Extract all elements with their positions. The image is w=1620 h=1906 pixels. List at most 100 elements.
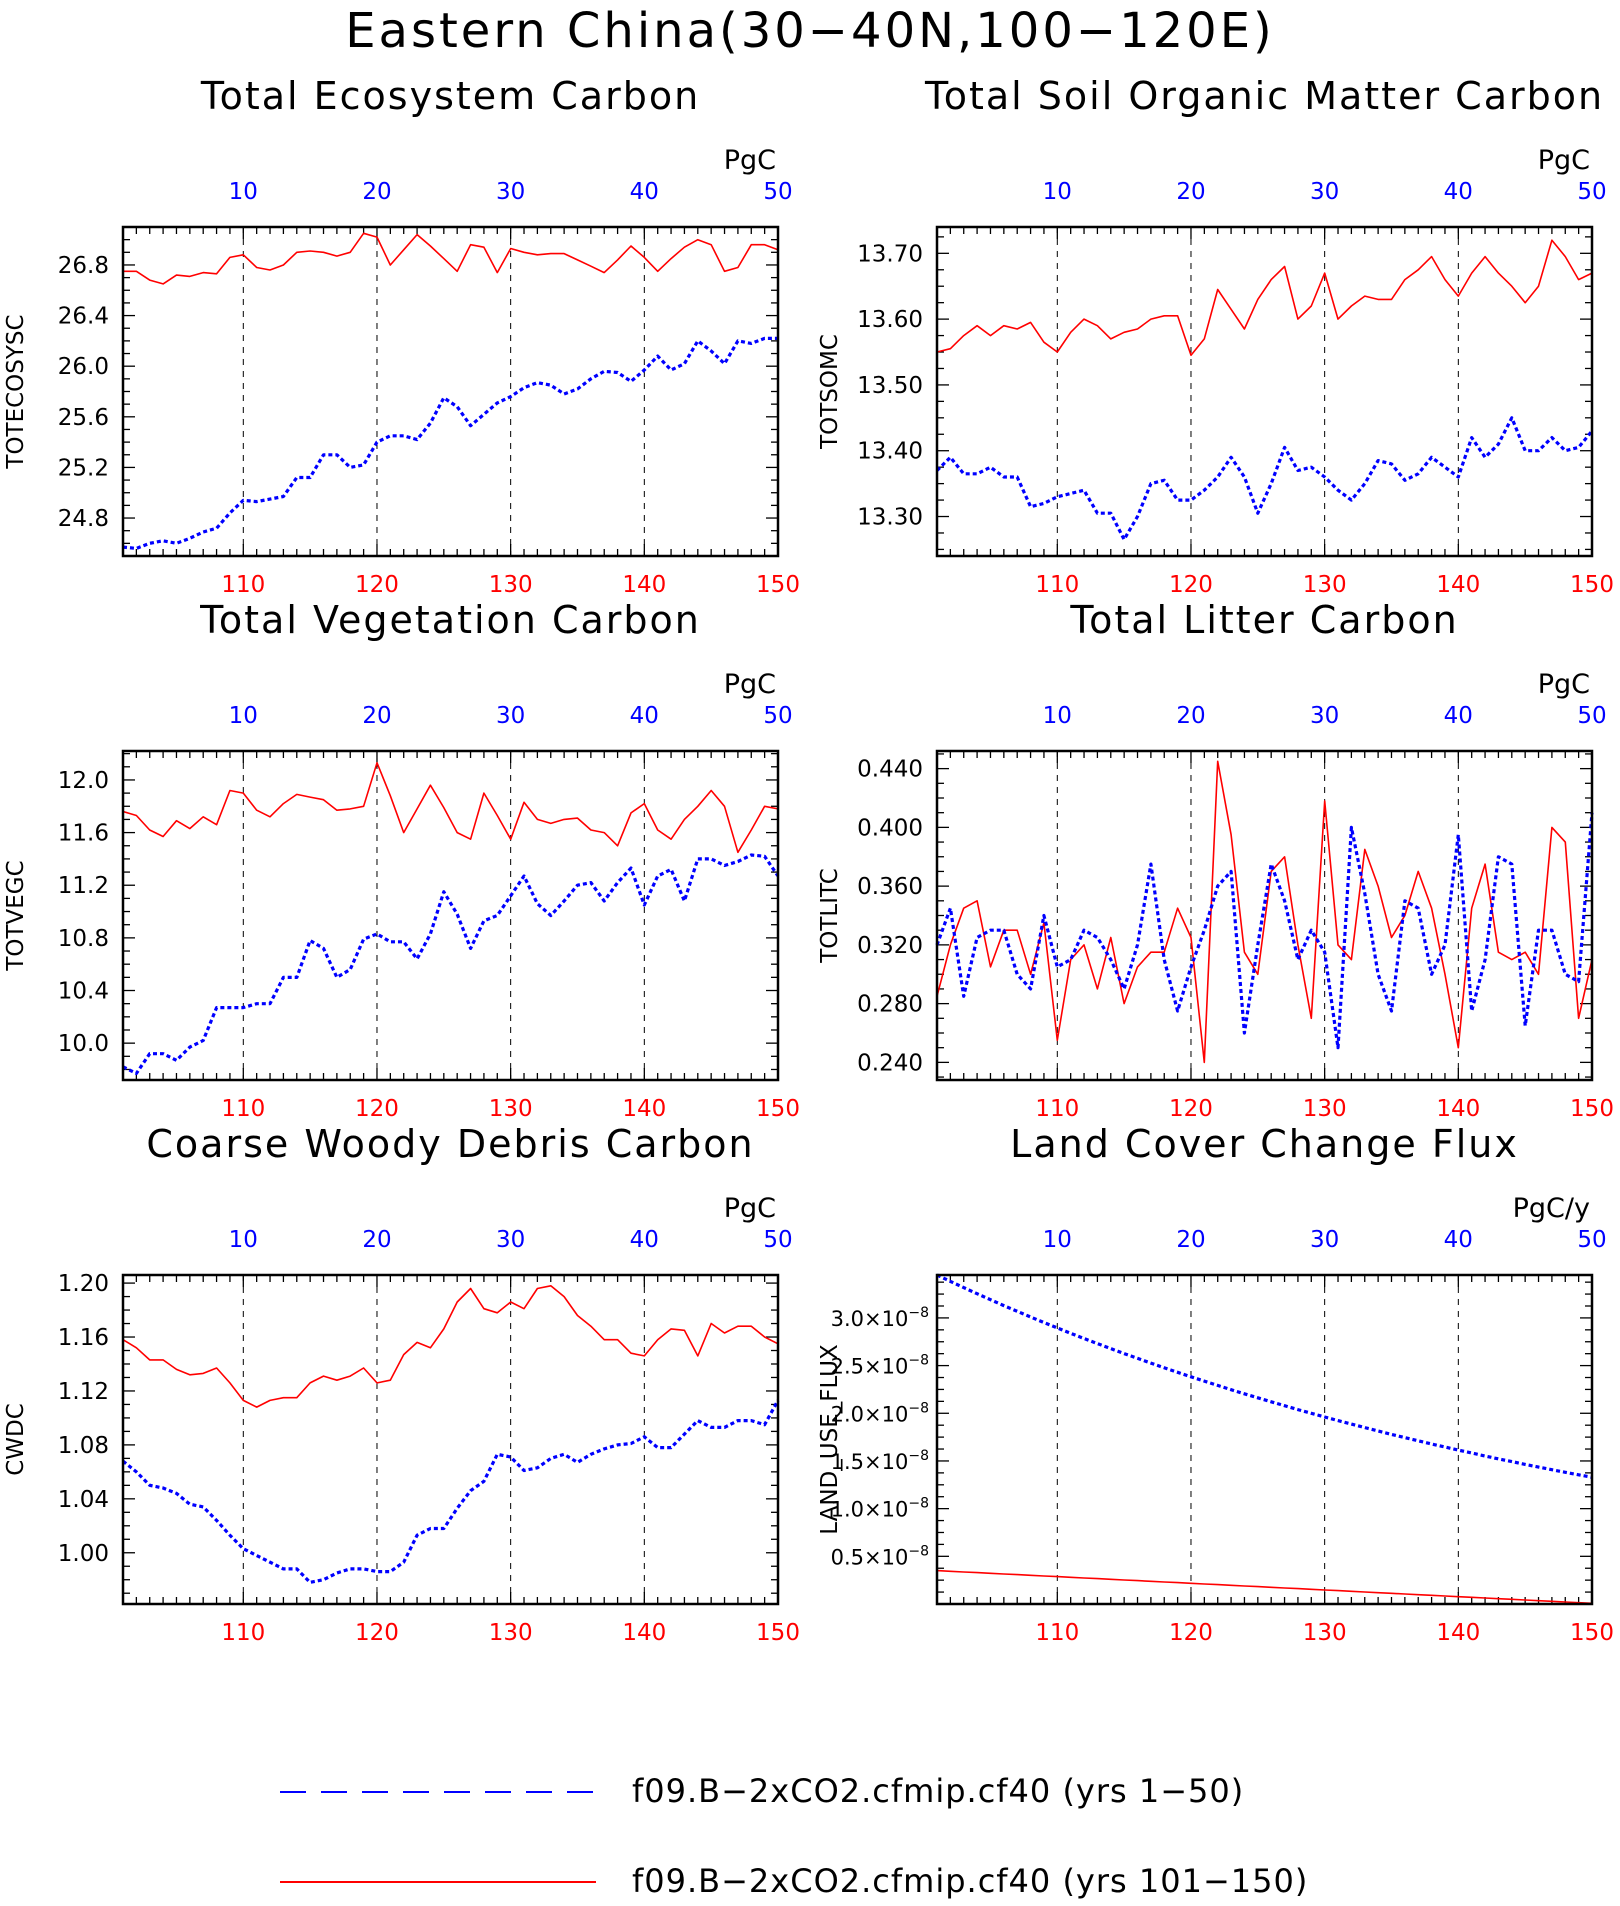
y-tick-exponent: −8 — [908, 1448, 929, 1464]
y-tick-label: 13.40 — [857, 439, 923, 465]
x-tick-label-bottom: 150 — [1570, 1620, 1614, 1646]
panel-title: Total Soil Organic Matter Carbon — [924, 74, 1604, 118]
x-tick-label-bottom: 140 — [622, 1620, 666, 1646]
y-axis-label: CWDC — [3, 1403, 29, 1476]
unit-label: PgC — [1538, 145, 1590, 176]
unit-label: PgC/y — [1513, 1193, 1590, 1224]
x-tick-label-bottom: 110 — [221, 1620, 265, 1646]
x-tick-label-top: 40 — [1444, 1227, 1473, 1253]
y-tick-label: 26.0 — [58, 354, 109, 380]
y-tick-label: 0.360 — [857, 874, 923, 900]
x-tick-label-top: 40 — [1444, 179, 1473, 205]
y-tick-label: 24.8 — [58, 506, 109, 532]
x-tick-label-top: 40 — [630, 703, 659, 729]
x-tick-label-top: 20 — [1176, 179, 1205, 205]
page-title: Eastern China(30−40N,100−120E) — [345, 3, 1275, 59]
y-tick-exponent: −8 — [908, 1543, 929, 1559]
x-tick-label-bottom: 130 — [489, 572, 533, 598]
x-tick-label-top: 10 — [229, 1227, 258, 1253]
y-tick-label: 25.2 — [58, 455, 109, 481]
chart-panel: Land Cover Change Flux PgC/y LAND_USE_FLUX… — [817, 1122, 1614, 1646]
x-tick-label-bottom: 110 — [1035, 1620, 1079, 1646]
x-tick-label-top: 30 — [1310, 703, 1339, 729]
series-line-blue — [935, 416, 1594, 542]
x-tick-label-top: 10 — [1043, 179, 1072, 205]
y-tick-exponent: −8 — [908, 1496, 929, 1512]
series-line-blue — [935, 812, 1594, 1050]
series-line-red — [122, 1285, 779, 1408]
x-tick-label-top: 50 — [763, 179, 792, 205]
plot-frame — [935, 1273, 1594, 1606]
series-line-blue — [122, 336, 778, 551]
chart-panel: Coarse Woody Debris Carbon PgC CWDC 1.00 1.0… — [3, 1122, 800, 1646]
y-tick-label: 0.320 — [857, 933, 923, 959]
plot-frame — [121, 225, 780, 558]
x-tick-label-top: 30 — [496, 179, 525, 205]
y-tick-label: 1.04 — [58, 1487, 109, 1513]
x-tick-label-top: 20 — [362, 703, 391, 729]
y-tick-label: 11.2 — [58, 873, 109, 899]
series-line-blue — [936, 1273, 1593, 1479]
y-tick-label: 1.12 — [58, 1379, 109, 1405]
x-tick-label-bottom: 140 — [1436, 572, 1480, 598]
x-tick-label-bottom: 140 — [1436, 1620, 1480, 1646]
x-tick-label-bottom: 120 — [355, 572, 399, 598]
y-tick-label: 2.0×10−8 — [831, 1400, 929, 1426]
y-tick-label: 0.5×10−8 — [831, 1543, 929, 1569]
x-tick-label-bottom: 150 — [1570, 1096, 1614, 1122]
y-axis-label: LAND_USE_FLUX — [817, 1344, 843, 1535]
y-tick-label: 11.6 — [58, 821, 109, 847]
x-tick-label-bottom: 110 — [1035, 1096, 1079, 1122]
series-line-red — [936, 239, 1593, 357]
x-tick-label-bottom: 150 — [1570, 572, 1614, 598]
x-tick-label-top: 20 — [1176, 703, 1205, 729]
y-tick-label: 0.280 — [857, 992, 923, 1018]
chart-panel: Total Ecosystem Carbon PgC TOTECOSYSC 24.8 2… — [3, 74, 800, 598]
x-tick-label-top: 50 — [1577, 1227, 1606, 1253]
y-tick-label: 3.0×10−8 — [831, 1305, 929, 1331]
y-axis-label: TOTVEGC — [3, 860, 29, 971]
y-tick-label: 0.440 — [857, 757, 923, 783]
x-tick-label-top: 40 — [630, 179, 659, 205]
y-tick-label: 10.8 — [58, 926, 109, 952]
y-axis-label: TOTLITC — [817, 868, 843, 964]
x-tick-label-bottom: 130 — [1303, 572, 1347, 598]
y-tick-label: 10.4 — [58, 979, 109, 1005]
x-tick-label-bottom: 130 — [1303, 1096, 1347, 1122]
x-tick-label-top: 10 — [1043, 1227, 1072, 1253]
unit-label: PgC — [724, 1193, 776, 1224]
y-axis-label: TOTSOMC — [817, 334, 843, 450]
y-tick-label: 25.6 — [58, 405, 109, 431]
x-tick-label-top: 10 — [229, 179, 258, 205]
y-tick-mantissa: 1.5×10 — [831, 1450, 909, 1474]
x-tick-label-bottom: 150 — [756, 1096, 800, 1122]
x-tick-label-top: 50 — [763, 703, 792, 729]
y-tick-mantissa: 3.0×10 — [831, 1307, 909, 1331]
y-tick-exponent: −8 — [908, 1305, 929, 1321]
plot-frame — [935, 225, 1594, 558]
y-tick-label: 26.8 — [58, 253, 109, 279]
y-tick-label: 1.0×10−8 — [831, 1496, 929, 1522]
x-tick-label-top: 40 — [630, 1227, 659, 1253]
x-tick-label-bottom: 120 — [1169, 572, 1213, 598]
x-tick-label-top: 20 — [362, 179, 391, 205]
x-tick-label-bottom: 140 — [622, 572, 666, 598]
series-line-red — [123, 232, 779, 285]
plot-frame — [935, 749, 1594, 1082]
legend-label: f09.B−2xCO2.cfmip.cf40 (yrs 101−150) — [632, 1862, 1309, 1900]
x-tick-label-top: 10 — [229, 703, 258, 729]
y-tick-exponent: −8 — [908, 1353, 929, 1369]
x-tick-label-top: 30 — [496, 1227, 525, 1253]
x-tick-label-top: 20 — [1176, 1227, 1205, 1253]
unit-label: PgC — [724, 145, 776, 176]
y-tick-label: 26.4 — [58, 304, 109, 330]
y-tick-mantissa: 2.5×10 — [831, 1355, 909, 1379]
x-tick-label-top: 30 — [1310, 179, 1339, 205]
x-tick-label-bottom: 110 — [221, 572, 265, 598]
x-tick-label-top: 30 — [496, 703, 525, 729]
y-tick-label: 1.16 — [58, 1325, 109, 1351]
y-axis-label: TOTECOSYSC — [3, 314, 29, 469]
x-tick-label-bottom: 120 — [1169, 1620, 1213, 1646]
x-tick-label-bottom: 110 — [221, 1096, 265, 1122]
series-line-blue — [121, 1399, 780, 1585]
